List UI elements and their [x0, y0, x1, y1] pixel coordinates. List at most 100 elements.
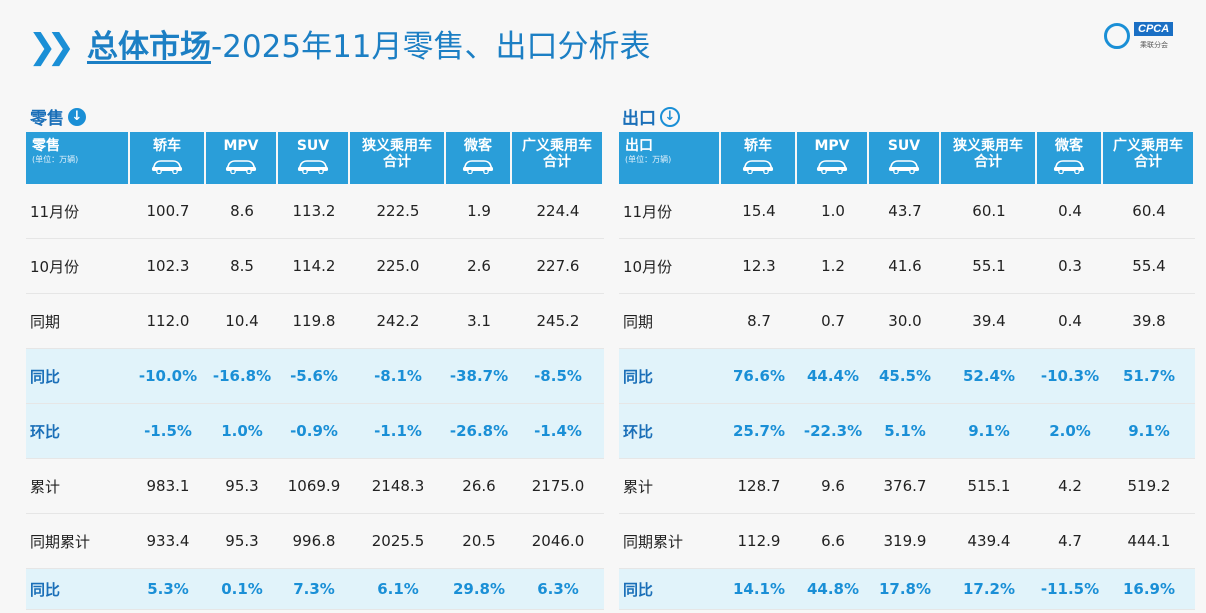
logo-globe-icon	[1104, 23, 1130, 49]
table-cell: -16.8%	[206, 349, 278, 404]
table-cell: 2046.0	[512, 514, 604, 569]
table-cell: 224.4	[512, 184, 604, 239]
table-cell: -26.8%	[446, 404, 512, 459]
table-cell: 29.8%	[446, 569, 512, 610]
table-cell: 60.1	[941, 184, 1037, 239]
table-cell: 2148.3	[350, 459, 446, 514]
table-cell: 17.2%	[941, 569, 1037, 610]
column-header-label: 狭义乘用车 合计	[953, 138, 1023, 170]
table-cell: 1.0	[797, 184, 869, 239]
table-cell: 0.3	[1037, 239, 1103, 294]
table-cell: 95.3	[206, 459, 278, 514]
column-header: MPV	[206, 132, 278, 184]
table-cell: 8.5	[206, 239, 278, 294]
table-cell: 20.5	[446, 514, 512, 569]
table-cell: -1.1%	[350, 404, 446, 459]
table-cell: 9.1%	[1103, 404, 1195, 459]
column-header: 广义乘用车 合计	[1103, 132, 1195, 184]
table-cell: 2025.5	[350, 514, 446, 569]
column-header: 轿车	[721, 132, 797, 184]
table-cell: 5.3%	[130, 569, 206, 610]
column-header: 微客	[1037, 132, 1103, 184]
column-header-label: 轿车	[744, 138, 772, 154]
table-cell: 1.0%	[206, 404, 278, 459]
table-cell: -11.5%	[1037, 569, 1103, 610]
table-cell: 16.9%	[1103, 569, 1195, 610]
table-cell: 39.4	[941, 294, 1037, 349]
table-cell: 55.1	[941, 239, 1037, 294]
table-row: 11月份 100.7 8.6 113.2 222.5 1.9 224.4	[26, 184, 604, 239]
table-cell: 2.0%	[1037, 404, 1103, 459]
table-cell: 14.1%	[721, 569, 797, 610]
header-title: 出口	[625, 138, 653, 154]
header-first-cell: 出口 (单位：万辆)	[619, 132, 721, 184]
table-cell: 0.7	[797, 294, 869, 349]
double-chevron-icon: ❯❯	[28, 27, 75, 67]
row-label: 环比	[26, 404, 130, 459]
row-label: 同期	[26, 294, 130, 349]
row-label: 11月份	[26, 184, 130, 239]
row-label: 同期	[619, 294, 721, 349]
column-header: MPV	[797, 132, 869, 184]
table-cell: -0.9%	[278, 404, 350, 459]
down-arrow-icon: ↓	[660, 106, 680, 127]
table-cell: 44.8%	[797, 569, 869, 610]
table-cell: 6.3%	[512, 569, 604, 610]
table-cell: 2.6	[446, 239, 512, 294]
car-icon	[816, 160, 848, 174]
column-header: 轿车	[130, 132, 206, 184]
table-cell: 119.8	[278, 294, 350, 349]
table-cell: -1.5%	[130, 404, 206, 459]
table-cell: 10.4	[206, 294, 278, 349]
table-cell: 8.6	[206, 184, 278, 239]
table-cell: 0.4	[1037, 184, 1103, 239]
table-cell: 2175.0	[512, 459, 604, 514]
table-cell: 3.1	[446, 294, 512, 349]
table-cell: 1069.9	[278, 459, 350, 514]
car-icon	[151, 160, 183, 174]
table-cell: -8.5%	[512, 349, 604, 404]
table-cell: 30.0	[869, 294, 941, 349]
column-header-label: 狭义乘用车 合计	[362, 138, 432, 170]
table-row: 同期 112.0 10.4 119.8 242.2 3.1 245.2	[26, 294, 604, 349]
row-label: 同期累计	[26, 514, 130, 569]
retail-table: 零售 (单位：万辆) 轿车 MPV SUV 狭义乘用车 合计 微客 广义乘用车 合计 11月份 1…	[26, 132, 604, 610]
table-cell: 17.8%	[869, 569, 941, 610]
table-cell: 5.1%	[869, 404, 941, 459]
column-header: 广义乘用车 合计	[512, 132, 604, 184]
table-cell: 114.2	[278, 239, 350, 294]
table-cell: 933.4	[130, 514, 206, 569]
car-icon	[462, 160, 494, 174]
table-cell: 439.4	[941, 514, 1037, 569]
table-cell: 95.3	[206, 514, 278, 569]
table-row: 同期 8.7 0.7 30.0 39.4 0.4 39.8	[619, 294, 1195, 349]
table-cell: 6.1%	[350, 569, 446, 610]
row-label: 同比	[26, 349, 130, 404]
table-cell: 8.7	[721, 294, 797, 349]
car-icon	[888, 160, 920, 174]
row-label: 同比	[619, 569, 721, 610]
table-row: 10月份 102.3 8.5 114.2 225.0 2.6 227.6	[26, 239, 604, 294]
table-cell: 25.7%	[721, 404, 797, 459]
row-label: 同比	[619, 349, 721, 404]
table-cell: 515.1	[941, 459, 1037, 514]
row-label: 11月份	[619, 184, 721, 239]
table-cell: 4.2	[1037, 459, 1103, 514]
table-row: 环比 25.7% -22.3% 5.1% 9.1% 2.0% 9.1%	[619, 404, 1195, 459]
title-bar: ❯❯ 总体市场-2025年11月零售、出口分析表	[28, 22, 651, 72]
table-cell: 15.4	[721, 184, 797, 239]
table-row: 同比 76.6% 44.4% 45.5% 52.4% -10.3% 51.7%	[619, 349, 1195, 404]
column-header-label: SUV	[296, 138, 330, 154]
export-section-label: 出口 ↓	[622, 104, 680, 129]
table-cell: -1.4%	[512, 404, 604, 459]
car-icon	[225, 160, 257, 174]
table-cell: 9.1%	[941, 404, 1037, 459]
table-row: 同比 -10.0% -16.8% -5.6% -8.1% -38.7% -8.5%	[26, 349, 604, 404]
table-cell: -5.6%	[278, 349, 350, 404]
table-cell: 245.2	[512, 294, 604, 349]
cpca-logo: CPCA 乘联分会	[1100, 20, 1190, 52]
table-cell: 9.6	[797, 459, 869, 514]
column-header: 狭义乘用车 合计	[941, 132, 1037, 184]
table-row: 同期累计 112.9 6.6 319.9 439.4 4.7 444.1	[619, 514, 1195, 569]
table-cell: 996.8	[278, 514, 350, 569]
